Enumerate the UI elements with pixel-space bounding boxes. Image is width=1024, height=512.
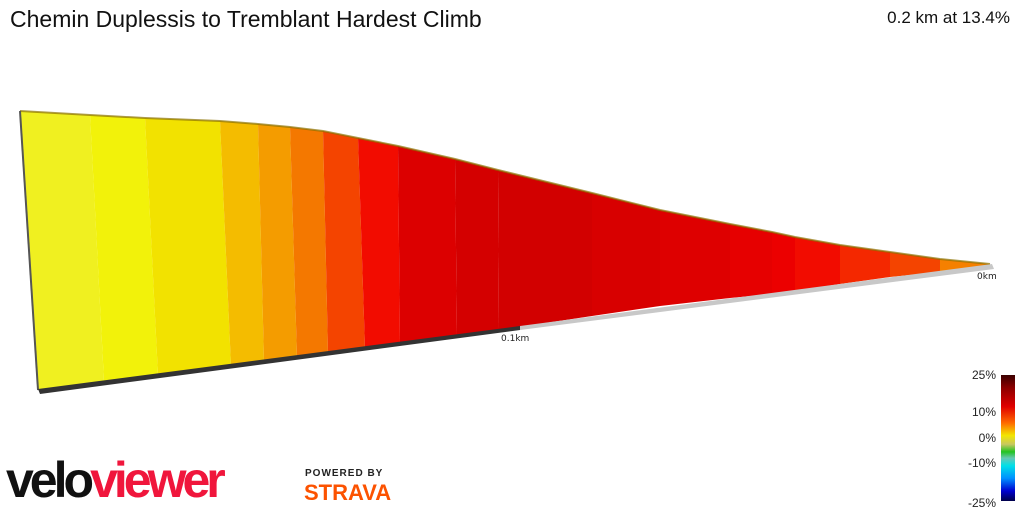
distance-label-0km: 0km [977, 272, 997, 282]
profile-segment [398, 146, 457, 343]
strava-logo: STRAVA [304, 480, 392, 505]
profile-segment [660, 210, 730, 306]
scale-label-0: 0% [978, 431, 996, 445]
profile-base-light [520, 264, 994, 330]
gradient-color-bar [1001, 375, 1015, 501]
profile-segment [592, 193, 660, 316]
distance-label-0-1km: 0.1km [501, 334, 529, 344]
profile-segment [145, 118, 231, 375]
profile-segment [220, 121, 264, 366]
profile-segment [730, 224, 772, 298]
profile-segments [20, 111, 990, 390]
profile-segment [258, 124, 297, 361]
scale-label-minus-10: -10% [967, 456, 996, 470]
logo-velo-text: velo [6, 452, 94, 508]
profile-segment [20, 111, 104, 390]
profile-segment [840, 245, 890, 284]
scale-label-25: 25% [971, 368, 996, 382]
profile-segment [323, 131, 365, 353]
logo-viewer-text: viewer [90, 452, 226, 508]
profile-segment [795, 237, 840, 291]
profile-left-edge [19, 110, 39, 391]
veloviewer-logo: veloviewer [6, 452, 226, 508]
profile-segment [772, 232, 795, 294]
profile-base-dark [38, 326, 520, 394]
chart-title: Chemin Duplessis to Tremblant Hardest Cl… [10, 6, 482, 32]
scale-label-minus-25: -25% [967, 496, 996, 510]
climb-summary: 0.2 km at 13.4% [887, 8, 1010, 27]
profile-segment [498, 170, 592, 330]
profile-top-edge [19, 110, 991, 265]
scale-label-10: 10% [971, 405, 996, 419]
profile-segment [455, 159, 499, 335]
powered-by-label: POWERED BY [305, 468, 384, 479]
profile-segment [90, 115, 158, 381]
profile-segment [358, 138, 400, 348]
profile-segment [290, 127, 328, 357]
